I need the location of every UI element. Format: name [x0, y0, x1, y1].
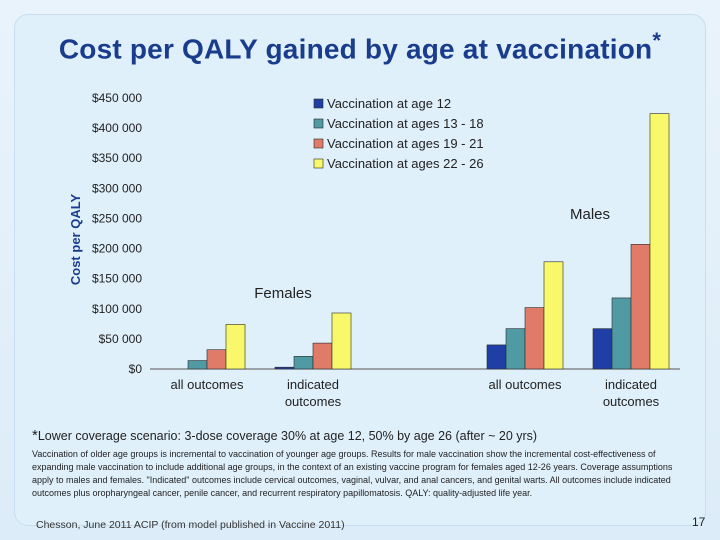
footnote-text: Lower coverage scenario: 3-dose coverage… [37, 429, 538, 443]
legend-label: Vaccination at age 12 [327, 96, 451, 111]
x-tick-label: indicated [287, 377, 339, 392]
y-tick-label: $300 000 [92, 181, 142, 195]
y-tick-label: $450 000 [92, 91, 142, 105]
legend-label: Vaccination at ages 19 - 21 [327, 136, 484, 151]
bar [543, 261, 564, 370]
slide-title: Cost per QALY gained by age at vaccinati… [0, 28, 720, 65]
slide-frame [14, 14, 706, 526]
y-tick-label: $250 000 [92, 211, 142, 225]
legend-swatch [313, 98, 324, 109]
legend-swatch [313, 158, 324, 169]
annotation-females: Females [254, 285, 312, 302]
y-tick-label: $150 000 [92, 272, 142, 286]
explanatory-text: Vaccination of older age groups is incre… [32, 449, 673, 498]
footnote: *Lower coverage scenario: 3-dose coverag… [32, 427, 537, 444]
annotation-males: Males [570, 206, 610, 223]
y-tick-label: $400 000 [92, 121, 142, 135]
bar [187, 360, 208, 370]
bar [611, 297, 632, 370]
title-text: Cost per QALY gained by age at vaccinati… [58, 33, 653, 65]
x-tick-label: all outcomes [489, 377, 562, 392]
bar [274, 366, 295, 370]
bar [649, 113, 670, 370]
bar [206, 349, 227, 370]
bar [505, 328, 526, 370]
x-tick-label: indicated [605, 377, 657, 392]
x-tick-label: outcomes [285, 394, 342, 409]
bar [592, 328, 613, 370]
y-axis-label: Cost per QALY [68, 194, 83, 286]
page-number: 17 [692, 515, 706, 529]
legend-label: Vaccination at ages 22 - 26 [327, 156, 484, 171]
legend-swatch [313, 138, 324, 149]
title-asterisk: * [652, 28, 662, 53]
x-tick-label: outcomes [603, 394, 660, 409]
y-tick-label: $200 000 [92, 242, 142, 256]
y-tick-label: $100 000 [92, 302, 142, 316]
bar [331, 312, 352, 370]
legend-swatch [313, 118, 324, 129]
y-tick-label: $0 [129, 362, 143, 376]
footnote-asterisk: * [32, 427, 38, 444]
bar [312, 342, 333, 370]
bar [486, 344, 507, 370]
bar [293, 356, 314, 370]
bar [225, 324, 246, 370]
x-tick-label: all outcomes [171, 377, 244, 392]
bar [630, 244, 651, 370]
source-citation: Chesson, June 2011 ACIP (from model publ… [36, 519, 345, 531]
bar [524, 307, 545, 370]
y-tick-label: $50 000 [99, 332, 143, 346]
legend-label: Vaccination at ages 13 - 18 [327, 116, 484, 131]
y-tick-label: $350 000 [92, 151, 142, 165]
